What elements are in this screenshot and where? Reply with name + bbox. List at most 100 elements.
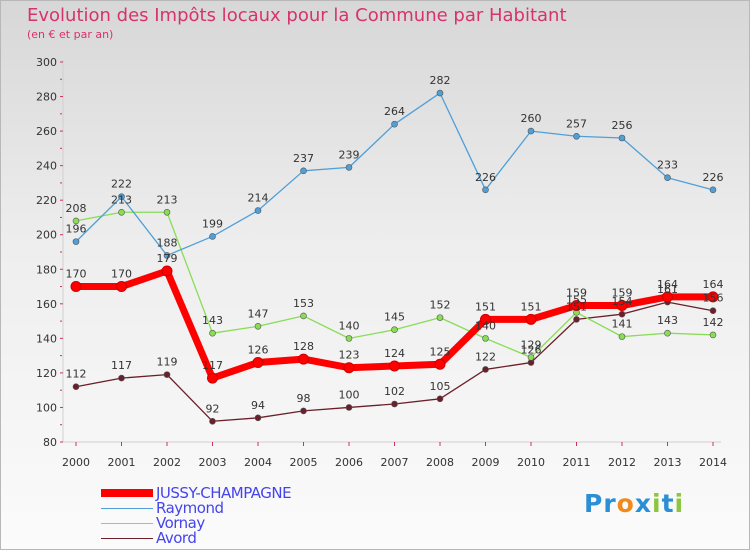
data-label-raymond: 256 xyxy=(612,119,633,132)
logo-part-i2: i xyxy=(674,489,685,518)
data-label-jussy-champagne: 151 xyxy=(475,300,496,313)
y-tick-label: 240 xyxy=(36,160,57,173)
data-point-jussy-champagne xyxy=(662,291,673,303)
data-label-vornay: 140 xyxy=(475,319,496,332)
data-point-vornay xyxy=(72,217,80,225)
data-point-jussy-champagne xyxy=(480,313,491,325)
data-point-raymond xyxy=(573,132,580,140)
legend-label-avord: Avord xyxy=(156,529,197,547)
data-point-jussy-champagne xyxy=(207,372,218,384)
data-label-raymond: 260 xyxy=(521,112,542,125)
chart-title: Evolution des Impôts locaux pour la Comm… xyxy=(27,5,567,26)
data-point-jussy-champagne xyxy=(707,291,719,303)
x-tick-label: 2014 xyxy=(699,456,727,469)
data-label-vornay: 141 xyxy=(612,318,633,331)
data-label-jussy-champagne: 151 xyxy=(521,300,542,313)
y-tick-label: 120 xyxy=(36,367,57,380)
data-point-raymond xyxy=(254,207,262,214)
data-label-raymond: 282 xyxy=(430,74,451,87)
y-tick-label: 200 xyxy=(36,229,57,242)
data-label-vornay: 152 xyxy=(430,299,451,312)
y-tick-label: 260 xyxy=(36,125,57,138)
x-tick-label: 2011 xyxy=(563,456,591,469)
y-tick-label: 280 xyxy=(36,91,57,104)
legend-swatch-jussy-champagne xyxy=(101,489,153,497)
y-tick-label: 300 xyxy=(36,56,57,69)
data-point-avord xyxy=(345,404,353,411)
data-label-avord: 100 xyxy=(339,388,360,401)
data-label-vornay: 129 xyxy=(521,338,542,351)
data-point-avord xyxy=(254,414,262,422)
x-tick-label: 2006 xyxy=(335,456,363,469)
data-label-avord: 105 xyxy=(430,380,451,393)
data-point-avord xyxy=(118,374,125,382)
data-label-vornay: 140 xyxy=(339,319,360,332)
data-label-jussy-champagne: 128 xyxy=(293,340,314,353)
data-point-raymond xyxy=(300,167,307,175)
legend-label-raymond: Raymond xyxy=(156,499,224,517)
data-point-jussy-champagne xyxy=(616,300,628,312)
x-tick-label: 2013 xyxy=(654,456,682,469)
data-point-avord xyxy=(391,400,398,408)
data-point-jussy-champagne xyxy=(298,353,309,365)
data-label-avord: 122 xyxy=(475,350,496,363)
data-point-avord xyxy=(618,310,626,318)
y-tick-label: 140 xyxy=(36,332,57,345)
data-label-jussy-champagne: 126 xyxy=(248,344,269,357)
data-label-vornay: 213 xyxy=(157,193,178,206)
legend-item-avord: Avord xyxy=(101,531,361,546)
data-label-avord: 117 xyxy=(111,359,132,372)
data-label-jussy-champagne: 170 xyxy=(66,268,87,281)
data-point-avord xyxy=(709,307,717,315)
data-label-avord: 94 xyxy=(251,399,265,412)
data-point-vornay xyxy=(163,208,171,216)
logo-part-x: x xyxy=(634,489,652,518)
data-point-vornay xyxy=(709,331,717,339)
logo-part-t: t xyxy=(661,489,675,518)
data-point-vornay xyxy=(300,312,307,320)
data-label-jussy-champagne: 159 xyxy=(612,287,633,300)
data-label-avord: 92 xyxy=(206,402,220,415)
data-label-raymond: 226 xyxy=(475,171,496,184)
legend-swatch-avord xyxy=(101,538,153,539)
data-point-raymond xyxy=(209,233,216,240)
y-tick-label: 100 xyxy=(36,401,57,414)
data-label-vornay: 142 xyxy=(703,316,724,329)
data-label-vornay: 153 xyxy=(293,297,314,310)
data-label-jussy-champagne: 117 xyxy=(202,359,223,372)
legend-swatch-vornay xyxy=(101,523,153,524)
y-tick-label: 80 xyxy=(43,436,57,449)
chart-legend: JUSSY-CHAMPAGNE Raymond Vornay Avord xyxy=(101,486,361,546)
data-point-vornay xyxy=(482,335,489,342)
data-point-jussy-champagne xyxy=(70,281,82,293)
data-label-jussy-champagne: 124 xyxy=(384,347,405,360)
data-label-vornay: 213 xyxy=(111,193,132,206)
data-label-raymond: 199 xyxy=(202,217,223,230)
data-point-vornay xyxy=(209,329,216,337)
data-label-avord: 151 xyxy=(566,300,587,313)
data-point-avord xyxy=(72,383,80,391)
data-point-jussy-champagne xyxy=(116,281,127,293)
data-label-jussy-champagne: 164 xyxy=(657,278,678,291)
data-label-raymond: 188 xyxy=(157,236,178,249)
data-label-avord: 102 xyxy=(384,385,405,398)
data-label-raymond: 196 xyxy=(66,223,87,236)
x-tick-label: 2000 xyxy=(62,456,90,469)
legend-label-vornay: Vornay xyxy=(156,514,205,532)
data-point-avord xyxy=(573,316,580,323)
data-point-raymond xyxy=(72,238,80,245)
y-tick-label: 220 xyxy=(36,194,57,207)
x-tick-label: 2002 xyxy=(153,456,181,469)
x-tick-label: 2012 xyxy=(608,456,636,469)
data-label-avord: 98 xyxy=(297,392,311,405)
proxiti-logo: Proxiti xyxy=(584,489,684,518)
data-label-avord: 156 xyxy=(703,292,724,305)
data-label-jussy-champagne: 123 xyxy=(339,349,360,362)
data-label-avord: 161 xyxy=(657,283,678,296)
data-label-raymond: 226 xyxy=(703,171,724,184)
data-point-vornay xyxy=(436,314,444,321)
data-label-jussy-champagne: 125 xyxy=(430,345,451,358)
y-tick-label: 160 xyxy=(36,298,57,311)
data-point-raymond xyxy=(391,120,398,128)
